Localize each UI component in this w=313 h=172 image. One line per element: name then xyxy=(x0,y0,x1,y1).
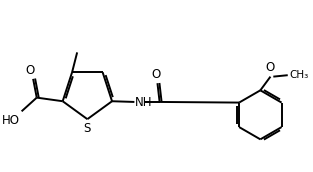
Text: O: O xyxy=(266,61,275,74)
Text: CH₃: CH₃ xyxy=(289,70,308,80)
Text: O: O xyxy=(26,64,35,77)
Text: O: O xyxy=(151,68,161,81)
Text: S: S xyxy=(83,122,90,135)
Text: NH: NH xyxy=(135,96,152,109)
Text: HO: HO xyxy=(2,114,19,127)
